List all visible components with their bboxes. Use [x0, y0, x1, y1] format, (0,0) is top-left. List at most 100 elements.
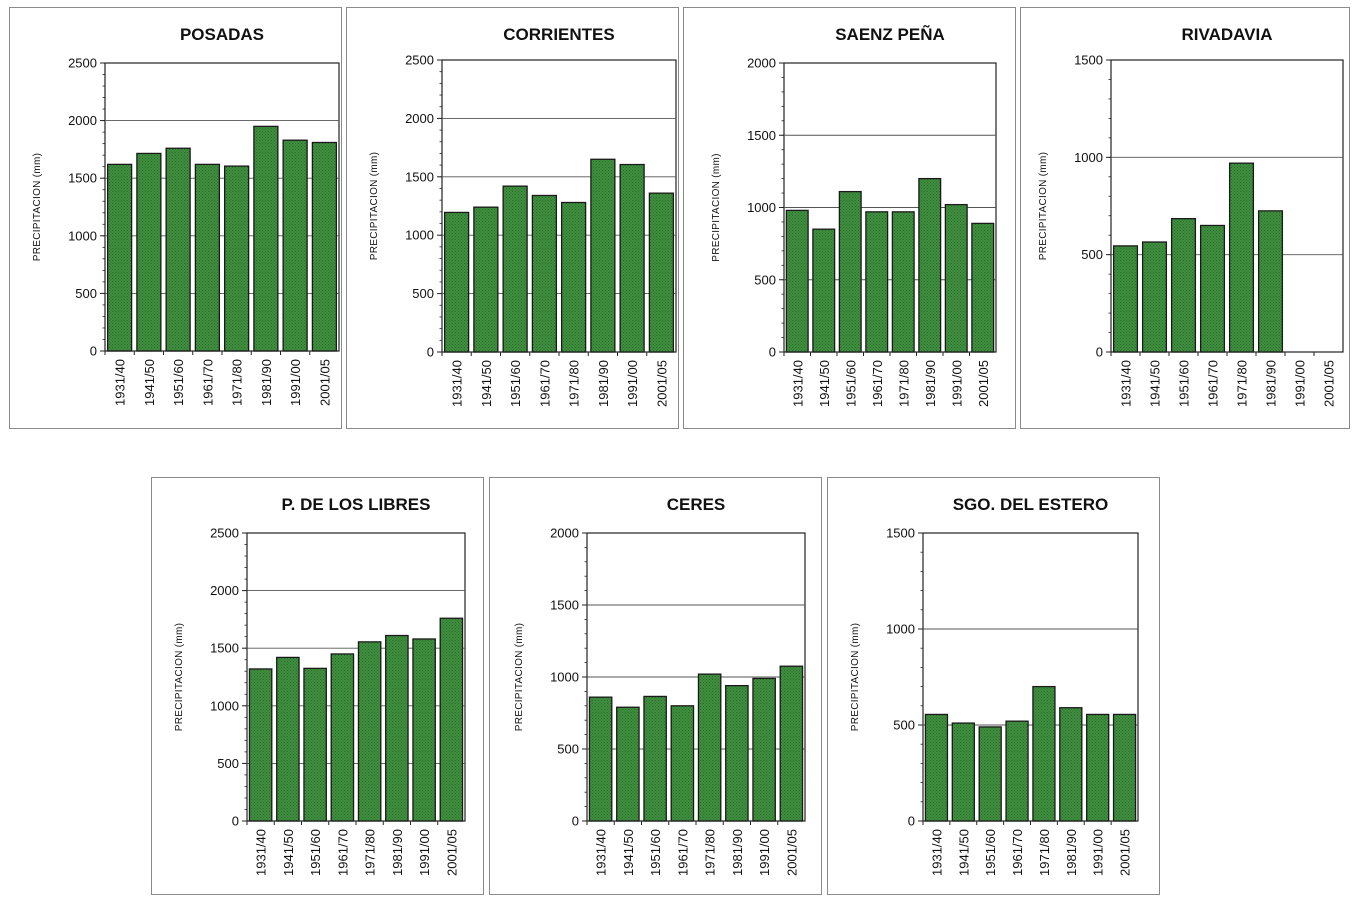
- y-tick-label: 1000: [550, 670, 579, 685]
- x-tick-label: 1971/80: [896, 360, 911, 407]
- y-tick-label: 1000: [747, 200, 776, 215]
- bar-chart-svg: CORRIENTES 0 500 1000 1500 2000 2500 PRECIPITAC…: [369, 25, 677, 407]
- bar: [971, 222, 995, 353]
- y-axis-label: PRECIPITACION (mm): [514, 623, 525, 732]
- bar: [785, 209, 809, 353]
- x-tick-label: 2001/05: [1118, 829, 1133, 876]
- bar: [697, 673, 722, 822]
- y-axis-label: PRECIPITACION (mm): [711, 153, 722, 262]
- bar: [282, 139, 308, 352]
- y-tick-label: 0: [908, 814, 915, 829]
- bar: [253, 125, 279, 352]
- bar: [891, 211, 915, 353]
- x-tick-label: 1961/70: [537, 360, 552, 407]
- x-tick-label: 1981/90: [1264, 360, 1279, 407]
- bar: [412, 638, 436, 822]
- y-tick-label: 2000: [68, 113, 97, 128]
- y-tick-label: 2000: [405, 111, 434, 126]
- y-tick-label: 500: [893, 718, 915, 733]
- x-tick-label: 1961/70: [1010, 829, 1025, 876]
- x-tick-label: 1951/60: [508, 360, 523, 407]
- chart-title: CERES: [667, 495, 726, 514]
- y-tick-label: 1000: [210, 698, 239, 713]
- x-tick-label: 1991/00: [417, 829, 432, 876]
- x-tick-label: 1941/50: [956, 829, 971, 876]
- chart-panel-ceres: CERES 0 500 1000 1500 2000 PRECIPITACION (mm) 1…: [489, 477, 822, 895]
- bar: [616, 706, 640, 822]
- y-tick-label: 1500: [210, 641, 239, 656]
- x-tick-label: 1981/90: [390, 829, 405, 876]
- bar: [812, 228, 836, 353]
- bar: [918, 177, 942, 353]
- x-tick-label: 2001/05: [444, 829, 459, 876]
- bar: [194, 163, 221, 352]
- bar: [752, 677, 776, 822]
- x-tick-label: 1971/80: [230, 359, 245, 406]
- chart-panel-sgo-del-estero: SGO. DEL ESTERO 0 500 1000 1500 PRECIPITACION…: [827, 477, 1160, 895]
- x-tick-label: 1991/00: [288, 359, 303, 406]
- x-tick-label: 1991/00: [949, 360, 964, 407]
- x-tick-label: 1961/70: [675, 829, 690, 876]
- bar: [1005, 720, 1029, 822]
- x-tick-label: 1971/80: [703, 829, 718, 876]
- bar: [330, 653, 355, 822]
- y-tick-label: 500: [754, 272, 776, 287]
- bar: [590, 158, 616, 353]
- bar-chart-svg: POSADAS 0 500 1000 1500 2000 2500 PRECIPITACION…: [32, 25, 340, 406]
- x-tick-label: 1941/50: [817, 360, 832, 407]
- x-tick-label: 2001/05: [784, 829, 799, 876]
- x-tick-label: 1961/70: [870, 360, 885, 407]
- bar: [1112, 245, 1139, 353]
- x-tick-label: 1931/40: [1119, 360, 1134, 407]
- bar: [619, 163, 645, 353]
- x-tick-label: 1961/70: [1206, 360, 1221, 407]
- bar: [1141, 241, 1168, 353]
- y-tick-label: 1000: [68, 228, 97, 243]
- x-tick-label: 1971/80: [567, 360, 582, 407]
- x-tick-label: 2001/05: [317, 359, 332, 406]
- y-tick-label: 1500: [405, 169, 434, 184]
- chart-title: SGO. DEL ESTERO: [953, 495, 1109, 514]
- bar-chart-svg: RIVADAVIA 0 500 1000 1500 PRECIPITACION (mm) 1…: [1038, 25, 1344, 407]
- bar: [1032, 685, 1056, 822]
- bar: [136, 152, 162, 352]
- x-tick-label: 1941/50: [281, 829, 296, 876]
- bar: [944, 203, 968, 353]
- x-tick-label: 2001/05: [654, 360, 669, 407]
- x-tick-label: 1991/00: [757, 829, 772, 876]
- chart-panel-rivadavia: RIVADAVIA 0 500 1000 1500 PRECIPITACION (mm) 1…: [1020, 7, 1350, 429]
- x-tick-label: 1981/90: [1064, 829, 1079, 876]
- bar-chart-svg: P. DE LOS LIBRES 0 500 1000 1500 2000 2500 PREC…: [174, 495, 466, 876]
- x-tick-label: 2001/05: [976, 360, 991, 407]
- x-tick-label: 1951/60: [648, 829, 663, 876]
- y-tick-label: 0: [232, 814, 239, 829]
- y-tick-label: 0: [427, 345, 434, 360]
- bar: [473, 206, 499, 353]
- bar: [223, 165, 250, 352]
- bar: [106, 163, 133, 352]
- chart-title: CORRIENTES: [503, 25, 614, 44]
- bar: [951, 722, 975, 822]
- y-tick-label: 1500: [68, 171, 97, 186]
- bar: [643, 695, 667, 822]
- x-tick-label: 1941/50: [621, 829, 636, 876]
- y-axis-label: PRECIPITACION (mm): [850, 623, 861, 732]
- y-tick-label: 1000: [1074, 150, 1103, 165]
- bar: [1170, 218, 1197, 353]
- x-tick-label: 1991/00: [625, 360, 640, 407]
- x-tick-label: 1951/60: [308, 829, 323, 876]
- x-tick-label: 1981/90: [259, 359, 274, 406]
- x-tick-label: 1931/40: [594, 829, 609, 876]
- bar: [502, 185, 528, 353]
- bar: [1199, 224, 1226, 353]
- chart-title: P. DE LOS LIBRES: [282, 495, 431, 514]
- bar: [648, 192, 675, 353]
- x-tick-label: 1931/40: [450, 360, 465, 407]
- chart-panel-p-de-los-libres: P. DE LOS LIBRES 0 500 1000 1500 2000 2500 PREC…: [151, 477, 484, 895]
- x-tick-label: 1931/40: [929, 829, 944, 876]
- x-tick-label: 1991/00: [1293, 360, 1308, 407]
- bar: [1257, 210, 1284, 353]
- y-tick-label: 1000: [886, 622, 915, 637]
- y-tick-label: 500: [1081, 247, 1103, 262]
- y-tick-label: 2500: [68, 56, 97, 71]
